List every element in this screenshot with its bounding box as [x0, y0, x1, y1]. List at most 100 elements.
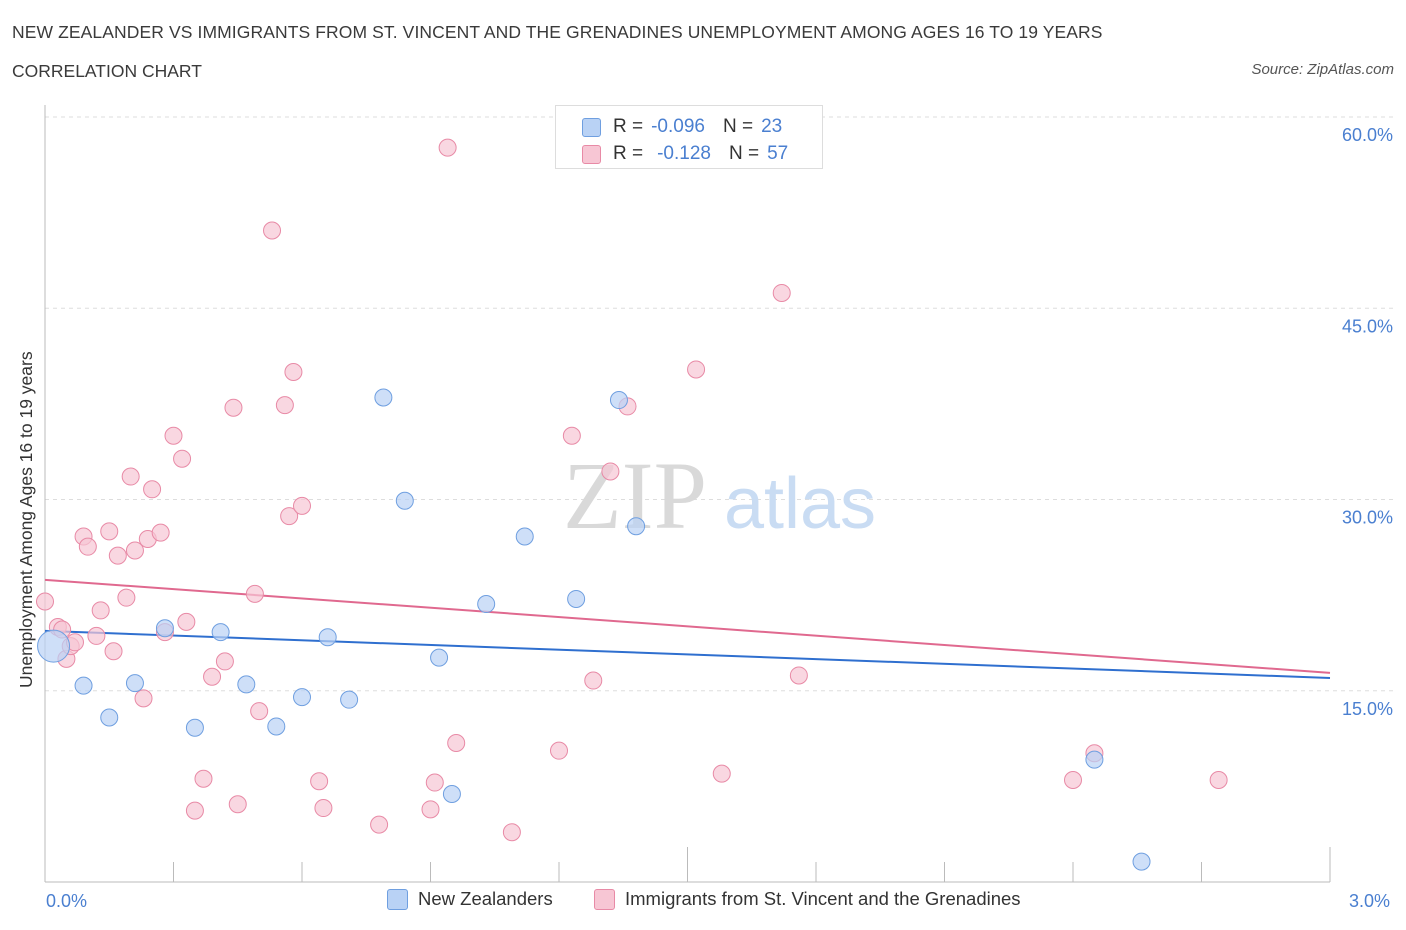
y-axis-label: Unemployment Among Ages 16 to 19 years	[16, 351, 36, 688]
data-point	[228, 795, 247, 814]
data-point	[1209, 771, 1228, 789]
data-point	[438, 138, 457, 157]
data-point	[134, 689, 153, 708]
data-point	[267, 717, 286, 736]
data-point	[104, 642, 123, 661]
data-point	[37, 629, 71, 663]
data-point	[687, 360, 706, 379]
x-tick-label-max: 3.0%	[1349, 891, 1391, 911]
data-point	[567, 589, 586, 608]
legend-r-value: -0.096	[651, 116, 705, 137]
x-tick-label-min: 0.0%	[46, 891, 88, 911]
data-point	[173, 449, 192, 468]
data-point	[293, 496, 311, 515]
data-point	[340, 690, 359, 709]
legend-swatch-blue	[387, 888, 408, 910]
legend-swatch-pink	[582, 144, 601, 164]
data-point	[442, 785, 461, 804]
data-point	[609, 391, 628, 410]
data-point	[151, 523, 170, 542]
trend-line	[44, 578, 1331, 674]
legend-n-value: 57	[767, 143, 789, 164]
series-legend: New Zealanders Immigrants from St. Vince…	[0, 888, 1406, 916]
data-point	[627, 517, 646, 536]
data-point	[1132, 852, 1151, 871]
legend-item-new-zealanders: New Zealanders	[387, 888, 553, 910]
data-point	[164, 426, 183, 445]
data-point	[280, 507, 299, 526]
data-point	[125, 674, 144, 693]
axes	[44, 105, 1331, 883]
data-point	[215, 652, 234, 671]
y-tick-label: 15.0%	[1342, 699, 1393, 719]
data-point	[177, 612, 196, 631]
data-point	[78, 537, 97, 556]
data-point	[36, 592, 54, 611]
data-point	[293, 688, 311, 707]
data-point	[203, 667, 222, 686]
data-point	[374, 388, 393, 407]
data-point	[263, 221, 282, 240]
data-point	[772, 283, 791, 302]
legend-r-value: -0.128	[657, 143, 711, 164]
data-point	[502, 823, 521, 842]
y-tick-labels: 15.0% 30.0% 45.0% 60.0%	[1342, 125, 1393, 719]
watermark: ZIP atlas	[563, 442, 876, 549]
legend-n-label: N =	[722, 116, 754, 137]
data-point	[224, 398, 243, 417]
data-point	[421, 800, 440, 819]
y-tick-label: 45.0%	[1342, 316, 1393, 336]
data-point	[100, 522, 119, 541]
y-tick-label: 30.0%	[1342, 508, 1393, 528]
data-points	[36, 138, 1228, 871]
data-point	[185, 718, 204, 737]
legend-r-label: R =	[613, 116, 644, 137]
legend-swatch-pink	[594, 888, 615, 910]
legend-item-immigrants: Immigrants from St. Vincent and the Gren…	[594, 888, 1021, 910]
data-point	[562, 426, 581, 445]
data-point	[143, 480, 162, 499]
data-point	[237, 675, 256, 694]
data-point	[310, 772, 329, 791]
data-point	[550, 741, 568, 760]
data-point	[430, 648, 449, 667]
data-point	[91, 601, 110, 620]
data-point	[318, 628, 337, 647]
trend-lines	[44, 578, 1331, 679]
data-point	[117, 588, 136, 607]
trend-line	[44, 629, 1331, 679]
data-point	[125, 541, 144, 560]
data-point	[584, 671, 603, 690]
data-point	[121, 467, 140, 486]
data-point	[87, 626, 106, 645]
data-point	[712, 764, 731, 783]
data-point	[601, 462, 620, 481]
watermark-atlas: atlas	[724, 464, 876, 544]
data-point	[1064, 771, 1082, 789]
y-tick-label: 60.0%	[1342, 125, 1393, 145]
data-point	[425, 773, 444, 792]
data-point	[211, 623, 230, 642]
legend-r-label: R =	[613, 143, 644, 164]
data-point	[74, 676, 93, 695]
data-point	[477, 595, 496, 614]
legend-row-new-zealanders: R = -0.096 N = 23	[582, 114, 782, 140]
data-point	[108, 546, 127, 565]
legend-swatch-blue	[582, 117, 601, 137]
legend-label-new-zealanders: New Zealanders	[418, 888, 553, 909]
data-point	[370, 815, 389, 834]
stats-legend: R = -0.096 N = 23 R = -0.128 N = 57	[555, 105, 823, 169]
data-point	[789, 666, 808, 685]
data-point	[100, 708, 119, 727]
data-point	[447, 734, 466, 753]
data-point	[395, 491, 414, 510]
legend-n-label: N =	[728, 143, 760, 164]
chart-title: NEW ZEALANDER VS IMMIGRANTS FROM ST. VIN…	[12, 22, 1103, 42]
data-point	[194, 769, 213, 788]
source-credit: Source: ZipAtlas.com	[1251, 61, 1394, 78]
data-point	[314, 799, 333, 818]
data-point	[1085, 750, 1104, 769]
data-point	[284, 363, 303, 381]
data-point	[250, 702, 269, 721]
